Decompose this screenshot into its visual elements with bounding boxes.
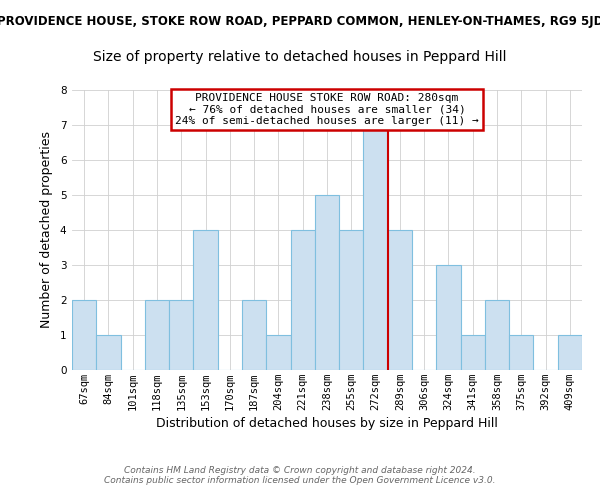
Text: PROVIDENCE HOUSE STOKE ROW ROAD: 280sqm
← 76% of detached houses are smaller (34: PROVIDENCE HOUSE STOKE ROW ROAD: 280sqm … <box>175 93 479 126</box>
Bar <box>290 230 315 370</box>
Text: PROVIDENCE HOUSE, STOKE ROW ROAD, PEPPARD COMMON, HENLEY-ON-THAMES, RG9 5JD: PROVIDENCE HOUSE, STOKE ROW ROAD, PEPPAR… <box>0 15 600 28</box>
Bar <box>169 300 193 370</box>
Bar <box>193 230 218 370</box>
Bar <box>266 335 290 370</box>
Bar <box>388 230 412 370</box>
Bar <box>461 335 485 370</box>
Bar <box>315 195 339 370</box>
Bar <box>558 335 582 370</box>
Bar <box>96 335 121 370</box>
Text: Size of property relative to detached houses in Peppard Hill: Size of property relative to detached ho… <box>93 50 507 64</box>
Bar <box>485 300 509 370</box>
Text: Contains HM Land Registry data © Crown copyright and database right 2024.
Contai: Contains HM Land Registry data © Crown c… <box>104 466 496 485</box>
Bar <box>72 300 96 370</box>
Bar <box>436 265 461 370</box>
Y-axis label: Number of detached properties: Number of detached properties <box>40 132 53 328</box>
Bar <box>339 230 364 370</box>
Bar <box>145 300 169 370</box>
Bar <box>242 300 266 370</box>
Bar <box>364 125 388 370</box>
Bar <box>509 335 533 370</box>
X-axis label: Distribution of detached houses by size in Peppard Hill: Distribution of detached houses by size … <box>156 417 498 430</box>
